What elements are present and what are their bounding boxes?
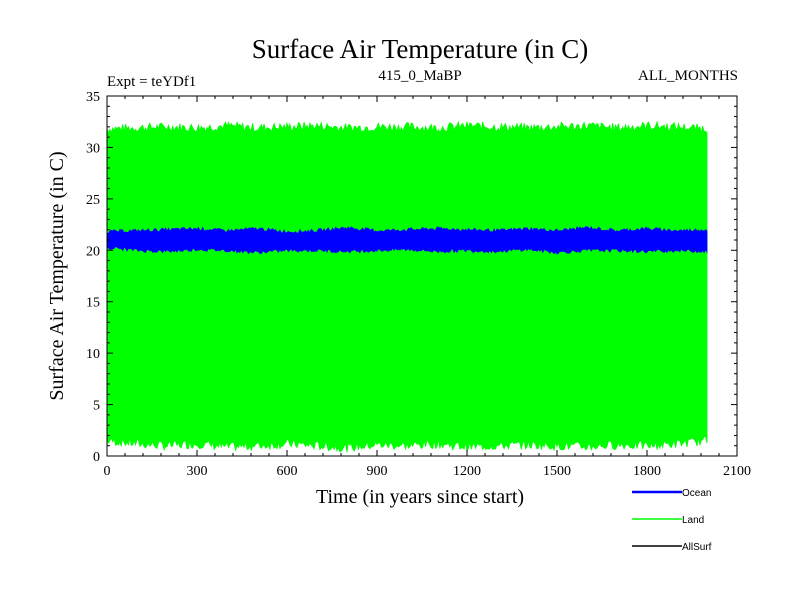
y-tick-label: 25	[86, 193, 100, 208]
x-tick-label: 600	[277, 464, 298, 479]
plot-frame	[106, 95, 738, 457]
x-axis-label: Time (in years since start)	[316, 486, 524, 508]
legend-label-ocean: Ocean	[682, 488, 711, 499]
legend-label-land: Land	[682, 515, 704, 526]
series-layer	[106, 120, 708, 453]
series-band-ocean	[106, 225, 708, 255]
chart-title: Surface Air Temperature (in C)	[252, 34, 589, 64]
y-tick-label: 30	[86, 141, 100, 156]
subtitle-months: ALL_MONTHS	[638, 68, 738, 84]
axes-layer: 0 300 600 900 1200 1500 1800 2100 0 5 10 15 20 25 30 35	[86, 90, 751, 479]
x-tick-label: 2100	[723, 464, 751, 479]
x-tick-label: 900	[367, 464, 388, 479]
x-tick-label: 1200	[453, 464, 481, 479]
y-tick-label: 20	[86, 244, 100, 259]
legend-label-allsurf: AllSurf	[682, 542, 712, 553]
y-tick-label: 10	[86, 347, 100, 362]
x-tick-label: 0	[104, 464, 111, 479]
y-axis-label: Surface Air Temperature (in C)	[46, 151, 68, 400]
x-tick-label: 1800	[633, 464, 661, 479]
y-tick-label: 15	[86, 296, 100, 311]
subtitle-expt: Expt = teYDf1	[107, 74, 196, 90]
series-band-land	[106, 120, 708, 453]
y-tick-label: 35	[86, 90, 100, 105]
x-tick-label: 1500	[543, 464, 571, 479]
x-tick-label: 300	[187, 464, 208, 479]
subtitle-period: 415_0_MaBP	[378, 68, 461, 84]
y-tick-label: 5	[93, 399, 100, 414]
y-tick-label: 0	[93, 450, 100, 465]
legend: Ocean Land AllSurf	[632, 488, 712, 553]
